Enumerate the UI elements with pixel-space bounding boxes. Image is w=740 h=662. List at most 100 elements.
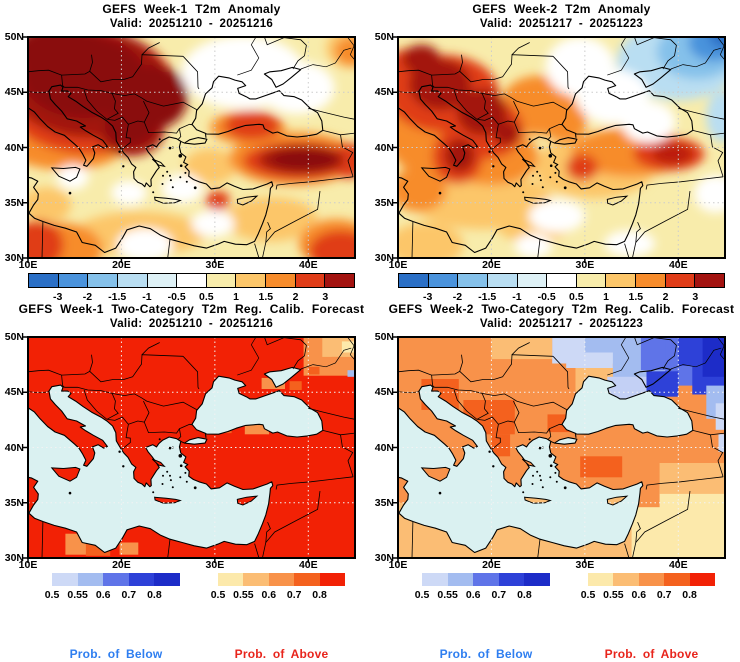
country-border bbox=[322, 430, 355, 436]
colorbar-cell bbox=[422, 573, 448, 586]
colorbar-cell bbox=[29, 274, 58, 287]
country-border bbox=[548, 428, 552, 440]
lat-label: 30N bbox=[4, 252, 24, 264]
lon-label: 20E bbox=[482, 559, 501, 571]
colorbar-tick-label: -0.5 bbox=[537, 291, 556, 303]
island-cyprus bbox=[236, 495, 259, 506]
river-line bbox=[347, 37, 355, 61]
colorbar-cell bbox=[319, 573, 346, 586]
island-dot bbox=[158, 138, 161, 141]
colorbar-tick-label: 0.5 bbox=[210, 589, 226, 601]
colorbar-cell bbox=[294, 573, 320, 586]
lon-label: 40E bbox=[298, 559, 318, 571]
country-border bbox=[645, 176, 724, 190]
colorbar-cell bbox=[427, 274, 458, 287]
island-dot bbox=[161, 183, 164, 185]
colorbar-tick-label: -3 bbox=[423, 291, 433, 303]
island-dot bbox=[492, 465, 495, 468]
lon-label: 10E bbox=[388, 259, 408, 271]
island-dot bbox=[539, 179, 542, 182]
colorbar-cell bbox=[176, 274, 206, 287]
coastline-black bbox=[191, 375, 324, 438]
colorbar-cell bbox=[77, 573, 104, 586]
river-line bbox=[717, 337, 725, 361]
colorbar-tick-label: 1 bbox=[233, 291, 239, 303]
colorbar-tick-label: 0.6 bbox=[465, 589, 481, 601]
colorbar-cell bbox=[689, 573, 716, 586]
map-svg bbox=[393, 36, 726, 263]
country-border bbox=[511, 42, 530, 55]
colorbar-cell bbox=[635, 274, 665, 287]
island-dot bbox=[169, 474, 171, 477]
country-border bbox=[645, 476, 724, 490]
coastline-black bbox=[561, 75, 694, 138]
country-border bbox=[143, 100, 193, 134]
anomaly-colorbar bbox=[398, 273, 725, 288]
lat-label: 45N bbox=[374, 86, 394, 99]
panel-valid-dates: Valid: 20251210 - 20251216 bbox=[109, 318, 274, 330]
island-dot bbox=[549, 176, 552, 179]
island-dot bbox=[539, 479, 542, 482]
island-dot bbox=[438, 491, 442, 495]
country-border bbox=[459, 354, 554, 383]
colorbar-cell bbox=[235, 274, 266, 287]
colorbar-tick-label: 0.6 bbox=[261, 589, 277, 601]
island-dot bbox=[554, 471, 557, 474]
island-dot bbox=[169, 179, 172, 182]
country-border bbox=[710, 134, 724, 177]
country-border bbox=[41, 221, 44, 258]
colorbar-tick-label: 0.5 bbox=[199, 291, 214, 303]
country-border bbox=[167, 239, 171, 258]
colorbar-cell bbox=[294, 274, 325, 287]
colorbar-tick-label: 0.5 bbox=[569, 291, 584, 303]
island-dot bbox=[162, 474, 164, 477]
colorbar-tick-label: 0.7 bbox=[491, 589, 507, 601]
colorbar-cell bbox=[243, 573, 269, 586]
country-border bbox=[624, 543, 630, 558]
prob-colorbar-below bbox=[52, 573, 180, 586]
island-dot bbox=[118, 450, 121, 453]
lat-label: 50N bbox=[374, 331, 394, 343]
country-border bbox=[666, 491, 691, 521]
country-border bbox=[275, 176, 354, 190]
lat-label: 35N bbox=[374, 196, 394, 209]
island-dot bbox=[171, 186, 174, 189]
colorbar-cell bbox=[524, 573, 550, 586]
country-border bbox=[624, 243, 630, 258]
strait-line bbox=[180, 440, 185, 444]
colorbar-cell bbox=[498, 573, 525, 586]
colorbar-cell bbox=[664, 573, 690, 586]
colorbar-cell bbox=[265, 274, 295, 287]
island-euboea bbox=[151, 458, 166, 468]
colorbar-cell bbox=[613, 573, 639, 586]
colorbar-tick-label: 1.5 bbox=[258, 291, 274, 303]
country-border bbox=[121, 124, 131, 151]
island-euboea bbox=[521, 458, 536, 468]
colorbar-tick-label: 0.5 bbox=[580, 589, 596, 601]
island-dot bbox=[68, 491, 72, 495]
country-border bbox=[178, 128, 182, 140]
island-dot bbox=[538, 446, 542, 450]
colorbar-cell bbox=[694, 274, 725, 287]
island-dot bbox=[539, 174, 541, 177]
river-line bbox=[670, 347, 722, 370]
island-dot bbox=[179, 464, 183, 467]
country-border bbox=[498, 420, 515, 425]
country-border bbox=[340, 134, 354, 177]
island-dot bbox=[528, 438, 531, 441]
colorbar-tick-label: -0.5 bbox=[167, 291, 186, 303]
country-border bbox=[678, 107, 725, 120]
panel-week2-t2m-anomaly: GEFS Week-2 T2m Anomaly Valid: 20251217 … bbox=[370, 0, 740, 303]
colorbar-tick-label: 2 bbox=[292, 291, 299, 303]
country-border bbox=[41, 521, 44, 558]
lon-label: 40E bbox=[668, 559, 688, 571]
island-dot bbox=[549, 464, 553, 467]
country-border bbox=[264, 37, 307, 70]
island-dot bbox=[531, 483, 534, 485]
island-dot bbox=[528, 138, 531, 141]
country-border bbox=[83, 389, 129, 425]
country-border bbox=[254, 243, 260, 258]
island-dot bbox=[122, 465, 125, 468]
country-border bbox=[254, 543, 260, 558]
country-border bbox=[513, 100, 563, 134]
